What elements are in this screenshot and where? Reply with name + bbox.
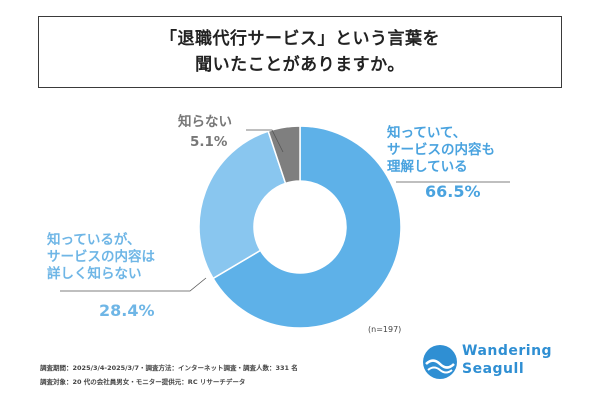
logo-text-line-2: Seagull — [462, 361, 525, 377]
slice-label-understand-line-1: 知っていて、 — [387, 125, 467, 141]
slice-know-not-detail — [198, 130, 287, 280]
slice-label-know-line-2: サービスの内容は — [47, 249, 155, 265]
slice-label-understand-line-3: 理解している — [387, 159, 468, 175]
title-line-1: 「退職代行サービス」という言葉を — [160, 29, 440, 49]
slice-value-understand: 66.5% — [425, 182, 481, 201]
logo-text: Wandering Seagull — [462, 342, 552, 378]
survey-info-line-2: 調査対象：20 代の会社員男女・モニター提供元：RC リサーチデータ — [40, 378, 246, 386]
slice-label-dont-know: 知らない 5.1% — [178, 114, 232, 150]
sample-size-label: (n=197) — [368, 325, 402, 334]
title-box: 「退職代行サービス」という言葉を 聞いたことがありますか。 — [38, 16, 562, 88]
slice-dont-know — [267, 125, 301, 185]
slice-label-understand: 知っていて、 サービスの内容も 理解している 66.5% — [387, 125, 495, 200]
slice-label-know-not-detail: 知っているが、 サービスの内容は 詳しく知らない 28.4% — [47, 232, 155, 319]
slice-label-know-line-1: 知っているが、 — [47, 232, 141, 248]
survey-info-line-1: 調査期間：2025/3/4-2025/3/7・調査方法：インターネット調査・調査… — [40, 364, 298, 372]
slice-value-know-not-detail: 28.4% — [99, 301, 155, 320]
slice-label-understand-line-2: サービスの内容も — [387, 142, 495, 158]
slice-understand — [212, 125, 402, 329]
slice-value-dont-know: 5.1% — [190, 134, 228, 150]
leader-line-small — [246, 129, 284, 153]
slice-label-know-line-3: 詳しく知らない — [47, 266, 142, 282]
leader-line-mid — [60, 277, 207, 292]
slice-label-dont-know-line-1: 知らない — [178, 114, 232, 130]
seagull-logo-icon — [423, 345, 457, 379]
title-line-2: 聞いたことがありますか。 — [195, 55, 405, 75]
logo-text-line-1: Wandering — [462, 343, 553, 359]
company-logo: Wandering Seagull — [420, 342, 570, 382]
